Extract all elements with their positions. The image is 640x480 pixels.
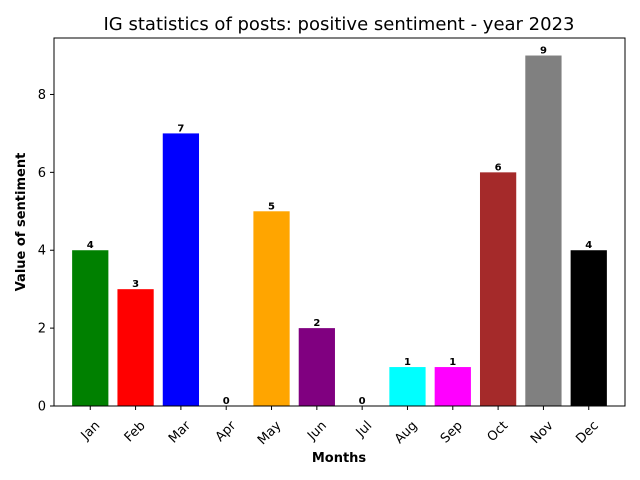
x-tick-label-mar: Mar xyxy=(166,418,194,446)
data-label-mar: 7 xyxy=(177,123,184,134)
y-tick-label-0: 0 xyxy=(38,400,46,415)
x-tick-label-jun: Jun xyxy=(304,418,330,444)
x-tick-label-aug: Aug xyxy=(392,418,421,447)
plot-frame xyxy=(53,37,626,407)
data-label-sep: 1 xyxy=(449,357,456,368)
x-tick-label-dec: Dec xyxy=(573,418,601,446)
x-tick-label-oct: Oct xyxy=(485,418,512,445)
data-label-aug: 1 xyxy=(404,357,411,368)
data-labels-group: 4 3 7 0 5 2 0 1 1 6 9 4 xyxy=(87,46,592,407)
data-label-apr: 0 xyxy=(223,396,230,407)
bars-group xyxy=(72,55,607,407)
bar-mar xyxy=(162,133,200,406)
bar-may xyxy=(253,211,290,406)
x-axis-ticks: Jan Feb Mar Apr May Jun Jul Aug Sep Oct Nov Dec xyxy=(78,406,602,448)
data-label-jan: 4 xyxy=(87,240,94,251)
y-tick-label-8: 8 xyxy=(38,88,46,103)
x-axis-label: Months xyxy=(312,451,367,466)
data-label-dec: 4 xyxy=(585,240,592,251)
bar-feb xyxy=(117,289,154,406)
bar-oct xyxy=(479,172,517,406)
bar-jun xyxy=(298,328,335,406)
data-label-nov: 9 xyxy=(540,46,547,57)
data-label-may: 5 xyxy=(268,201,275,212)
data-label-jul: 0 xyxy=(359,396,366,407)
data-label-oct: 6 xyxy=(495,162,502,173)
x-tick-label-feb: Feb xyxy=(122,418,149,445)
bar-aug xyxy=(389,367,426,406)
bar-sep xyxy=(434,367,471,406)
x-tick-label-jul: Jul xyxy=(353,418,375,440)
bar-dec xyxy=(570,250,607,406)
data-label-jun: 2 xyxy=(313,318,320,329)
bar-nov xyxy=(525,55,562,407)
x-tick-label-jan: Jan xyxy=(78,418,103,443)
x-tick-label-nov: Nov xyxy=(528,418,557,447)
x-tick-label-apr: Apr xyxy=(213,418,240,445)
chart-title: IG statistics of posts: positive sentime… xyxy=(104,14,575,35)
y-tick-label-4: 4 xyxy=(38,244,46,259)
data-label-feb: 3 xyxy=(132,279,139,290)
y-tick-label-2: 2 xyxy=(38,322,46,337)
y-axis-label: Value of sentiment xyxy=(14,153,29,292)
x-tick-label-sep: Sep xyxy=(438,418,466,446)
bar-jan xyxy=(72,250,109,406)
x-tick-label-may: May xyxy=(255,418,285,448)
y-tick-label-6: 6 xyxy=(38,166,46,181)
y-axis-ticks: 0 2 4 6 8 xyxy=(38,88,54,415)
